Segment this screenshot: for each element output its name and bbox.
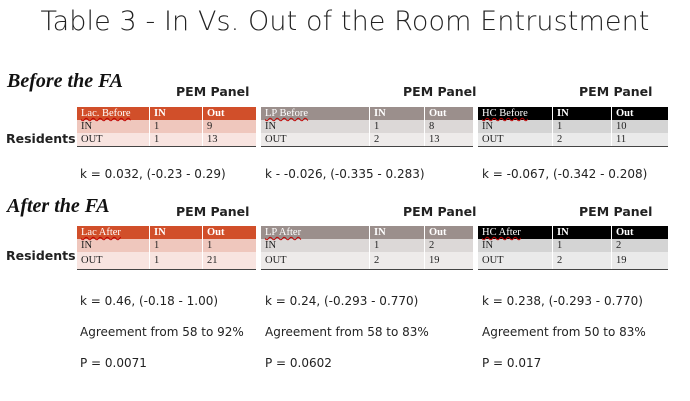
cell-in: 2 [552,252,612,270]
p-value-hc-after: P = 0.017 [482,356,542,370]
cell-out: 13 [202,133,256,147]
row-label: OUT [77,252,150,270]
row-label: IN [81,240,93,251]
table-hc-after: HC After IN Out IN 1 2 OUT 2 19 [478,226,668,270]
cell-out: 19 [424,252,473,270]
table-lac-before: Lac. Before IN Out IN 1 9 OUT 1 13 [77,107,256,147]
panel-label-lac-before: PEM Panel [176,84,250,99]
col-header-out: Out [424,226,473,239]
panel-label-lp-after: PEM Panel [403,204,477,219]
cell-in: 1 [149,252,203,270]
p-value-lac-after: P = 0.0071 [80,356,147,370]
row-label-residents-before: Residents [6,131,76,146]
row-label: IN [81,121,93,132]
kappa-stat-hc-after: k = 0.238, (-0.293 - 0.770) [482,294,643,308]
cell-out: 2 [424,239,473,252]
table-row: IN 1 1 [77,239,256,252]
kappa-stat-lac-after: k = 0.46, (-0.18 - 1.00) [80,294,219,308]
cell-in: 1 [149,120,203,133]
table-row: IN 1 10 [478,120,668,133]
col-header-out: Out [202,107,256,120]
table-row: OUT 2 11 [478,133,668,147]
table-row: OUT 2 13 [261,133,473,147]
agreement-lp-after: Agreement from 58 to 83% [265,325,429,339]
col-header-in: IN [149,107,203,120]
panel-label-hc-before: PEM Panel [579,84,653,99]
table-row: OUT 2 19 [478,252,668,270]
col-header-in: IN [149,226,203,239]
section-heading-before: Before the FA [7,70,123,92]
row-label: OUT [77,133,150,147]
col-header-out: Out [202,226,256,239]
kappa-stat-lp-after: k = 0.24, (-0.293 - 0.770) [265,294,419,308]
section-heading-after: After the FA [7,195,110,217]
kappa-stat-hc-before: k = -0.067, (-0.342 - 0.208) [482,167,648,181]
col-header-out: Out [611,107,668,120]
table-hc-before: HC Before IN Out IN 1 10 OUT 2 11 [478,107,668,147]
row-label: IN [482,121,494,132]
cell-in: 1 [149,133,203,147]
col-header-in: IN [369,107,425,120]
cell-out: 8 [424,120,473,133]
panel-label-hc-after: PEM Panel [579,204,653,219]
cell-out: 1 [202,239,256,252]
slide-title: Table 3 - In Vs. Out of the Room Entrust… [40,6,650,37]
row-label: IN [265,240,277,251]
p-value-lp-after: P = 0.0602 [265,356,332,370]
table-corner-label: HC After [482,227,521,238]
cell-in: 1 [552,239,612,252]
col-header-out: Out [611,226,668,239]
col-header-in: IN [369,226,425,239]
cell-in: 1 [369,120,425,133]
row-label-residents-after: Residents [6,248,76,263]
cell-out: 21 [202,252,256,270]
table-row: IN 1 9 [77,120,256,133]
cell-out: 13 [424,133,473,147]
row-label: OUT [478,133,553,147]
table-corner-label: LP Before [265,108,309,119]
cell-in: 1 [552,120,612,133]
panel-label-lp-before: PEM Panel [403,84,477,99]
cell-in: 1 [369,239,425,252]
table-row: IN 1 2 [261,239,473,252]
col-header-in: IN [552,226,612,239]
table-lp-after: LP After IN Out IN 1 2 OUT 2 19 [261,226,473,270]
table-row: OUT 1 13 [77,133,256,147]
cell-in: 2 [369,252,425,270]
row-label: IN [482,240,494,251]
cell-out: 19 [611,252,668,270]
agreement-hc-after: Agreement from 50 to 83% [482,325,646,339]
table-lac-after: Lac After IN Out IN 1 1 OUT 1 21 [77,226,256,270]
table-row: OUT 1 21 [77,252,256,270]
cell-out: 11 [611,133,668,147]
row-label: IN [265,121,277,132]
panel-label-lac-after: PEM Panel [176,204,250,219]
col-header-out: Out [424,107,473,120]
table-row: IN 1 8 [261,120,473,133]
row-label: OUT [261,252,370,270]
table-row: OUT 2 19 [261,252,473,270]
cell-out: 2 [611,239,668,252]
table-corner-label: Lac. Before [81,108,131,119]
table-lp-before: LP Before IN Out IN 1 8 OUT 2 13 [261,107,473,147]
cell-in: 2 [369,133,425,147]
table-corner-label: HC Before [482,108,528,119]
kappa-stat-lp-before: k - -0.026, (-0.335 - 0.283) [265,167,425,181]
table-corner-label: Lac After [81,227,121,238]
table-row: IN 1 2 [478,239,668,252]
row-label: OUT [478,252,553,270]
agreement-lac-after: Agreement from 58 to 92% [80,325,244,339]
row-label: OUT [261,133,370,147]
table-corner-label: LP After [265,227,302,238]
cell-out: 10 [611,120,668,133]
col-header-in: IN [552,107,612,120]
cell-in: 2 [552,133,612,147]
cell-in: 1 [149,239,203,252]
kappa-stat-lac-before: k = 0.032, (-0.23 - 0.29) [80,167,226,181]
cell-out: 9 [202,120,256,133]
